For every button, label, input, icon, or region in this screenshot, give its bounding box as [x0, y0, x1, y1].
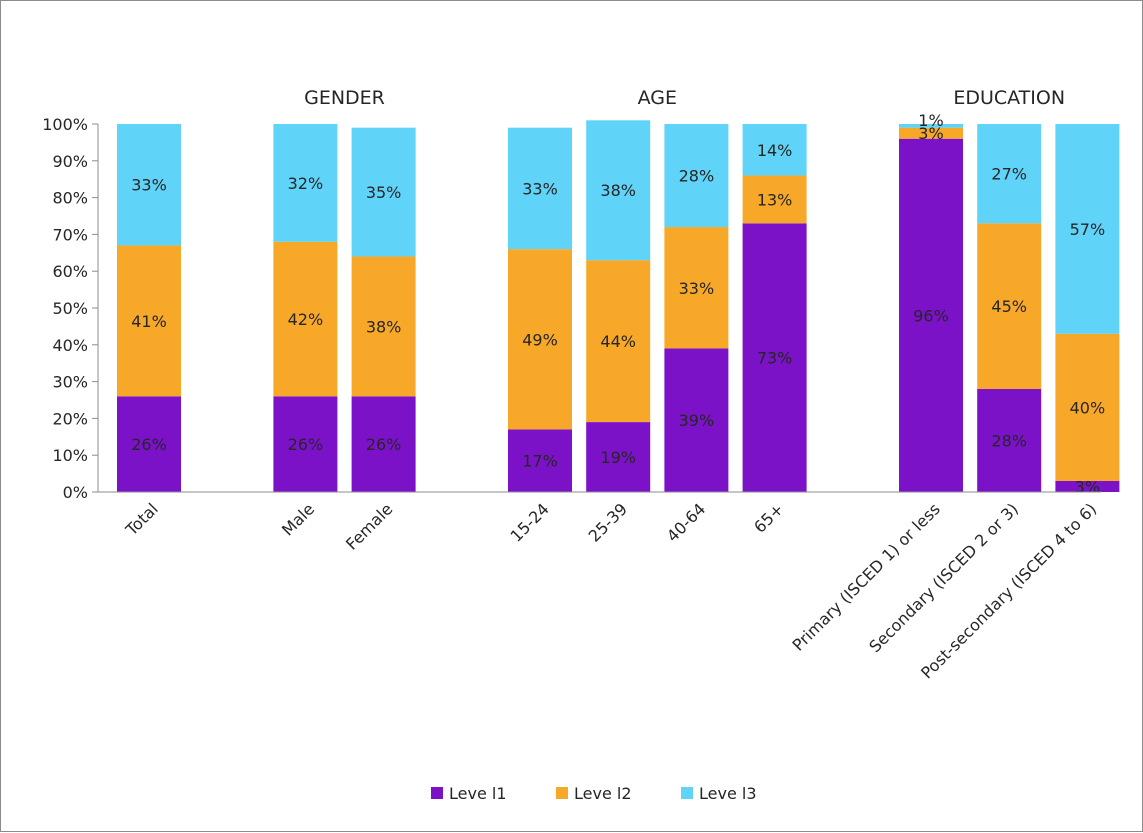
x-tick-label: Female	[342, 499, 396, 553]
data-label: 41%	[131, 312, 167, 331]
bar-segment-2	[273, 241, 338, 397]
data-label: 1%	[918, 111, 943, 130]
bar-segment-3	[273, 124, 338, 242]
x-axis: Total Male Female 15-24 25-39 40-64 65+ Primary…	[98, 491, 1101, 682]
x-tick-label: 15-24	[507, 499, 553, 545]
y-tick-label: 40%	[52, 336, 88, 355]
data-label: 39%	[679, 411, 715, 430]
bar-segment-1	[586, 422, 651, 492]
data-label: 35%	[366, 183, 402, 202]
data-label: 57%	[1070, 220, 1106, 239]
data-label: 26%	[288, 435, 324, 454]
x-tick-label: Secondary (ISCED 2 or 3)	[865, 499, 1022, 656]
x-tick-label: Total	[121, 499, 162, 540]
bar-segment-2	[586, 260, 651, 423]
legend-label: Leve l2	[574, 784, 632, 803]
data-label: 19%	[600, 448, 636, 467]
bar-segment-3	[664, 124, 729, 228]
bar-segment-3	[742, 124, 807, 176]
y-tick-label: 70%	[52, 225, 88, 244]
legend-swatch	[556, 787, 568, 799]
bar-segment-2	[351, 256, 416, 397]
data-label: 33%	[679, 279, 715, 298]
bar-segment-1	[273, 396, 338, 492]
data-label: 45%	[991, 297, 1027, 316]
legend-swatch	[431, 787, 443, 799]
x-tick-label: 25-39	[585, 499, 631, 545]
data-label: 44%	[600, 332, 636, 351]
group-label: GENDER	[304, 87, 385, 109]
data-label: 33%	[522, 179, 558, 198]
bar-segment-1	[899, 138, 963, 492]
x-tick-label: Post-secondary (ISCED 4 to 6)	[917, 499, 1100, 682]
group-labels: GENDER AGE EDUCATION	[304, 87, 1065, 109]
y-tick-label: 80%	[52, 189, 88, 208]
bar-segment-2	[742, 175, 807, 224]
data-label: 26%	[131, 435, 167, 454]
bar-segment-1	[1055, 480, 1120, 492]
x-tick-label: 65+	[750, 499, 787, 536]
bar-segment-2	[977, 223, 1042, 389]
data-label: 38%	[600, 181, 636, 200]
data-label: 13%	[757, 190, 793, 209]
bar-segment-1	[508, 429, 572, 492]
bar-segment-3	[586, 120, 651, 261]
data-label: 33%	[131, 176, 167, 195]
data-label: 28%	[679, 167, 715, 186]
bar-segment-2	[508, 249, 572, 430]
bar-segment-2	[664, 227, 729, 349]
data-label: 28%	[991, 431, 1027, 450]
bar-segment-1	[742, 223, 807, 493]
bar-segment-2	[117, 245, 181, 397]
data-label: 3%	[1075, 477, 1100, 496]
data-label: 96%	[913, 306, 949, 325]
y-tick-label: 0%	[63, 483, 88, 502]
data-label: 40%	[1070, 398, 1106, 417]
y-tick-label: 100%	[42, 115, 88, 134]
bar-segment-1	[664, 348, 729, 492]
y-tick-label: 30%	[52, 373, 88, 392]
data-label: 73%	[757, 349, 793, 368]
bar-segment-1	[117, 396, 181, 492]
data-label: 49%	[522, 330, 558, 349]
data-label: 3%	[918, 124, 943, 143]
y-tick-label: 90%	[52, 152, 88, 171]
data-label: 27%	[991, 165, 1027, 184]
data-label: 38%	[366, 317, 402, 336]
x-tick-label: Male	[278, 499, 318, 539]
bar-segment-3	[351, 127, 416, 257]
data-label: 32%	[288, 174, 324, 193]
data-label: 26%	[366, 435, 402, 454]
bar-segment-3	[1055, 124, 1120, 334]
legend-label: Leve l1	[449, 784, 507, 803]
legend-swatch	[681, 787, 693, 799]
data-label: 17%	[522, 452, 558, 471]
bar-segment-2	[899, 127, 963, 139]
data-label: 14%	[757, 141, 793, 160]
bar-segment-1	[351, 396, 416, 492]
legend-label: Leve l3	[699, 784, 757, 803]
group-label: EDUCATION	[953, 87, 1065, 109]
bar-segment-3	[508, 127, 572, 250]
y-tick-label: 60%	[52, 262, 88, 281]
y-axis: 0% 10% 20% 30% 40% 50% 60% 70% 80% 90% 100%	[42, 115, 99, 502]
x-tick-label: 40-64	[663, 499, 709, 545]
bars: 26% 41% 33% 26% 42% 32% 26% 38% 35% 17% 49% 33% 19% 4…	[117, 111, 1120, 496]
y-tick-label: 10%	[52, 446, 88, 465]
bar-segment-2	[1055, 333, 1120, 481]
data-label: 42%	[288, 310, 324, 329]
y-tick-label: 20%	[52, 409, 88, 428]
bar-segment-3	[117, 124, 181, 246]
bar-segment-3	[899, 124, 963, 128]
bar-segment-3	[977, 124, 1042, 224]
legend: Leve l1 Leve l2 Leve l3	[431, 784, 757, 803]
group-label: AGE	[638, 87, 677, 109]
x-tick-label: Primary (ISCED 1) or less	[789, 499, 944, 654]
bar-segment-1	[977, 388, 1042, 492]
y-tick-label: 50%	[52, 299, 88, 318]
